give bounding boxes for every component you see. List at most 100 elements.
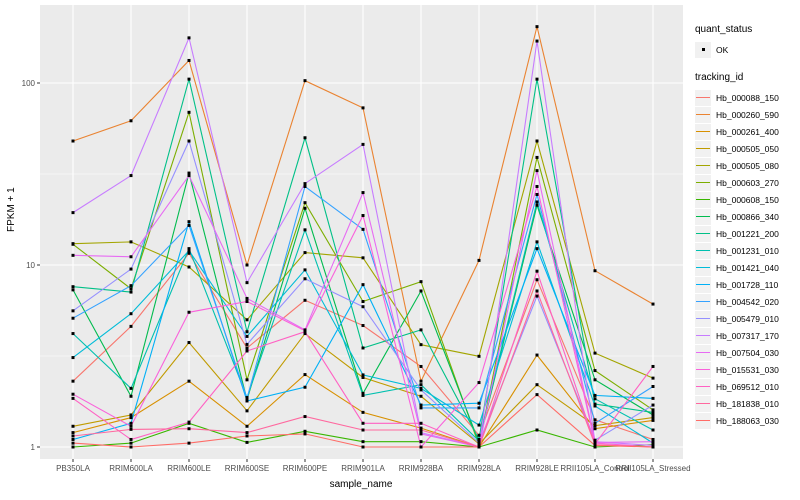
data-point — [245, 296, 249, 300]
data-point — [419, 428, 423, 432]
data-point — [535, 428, 539, 432]
data-point — [361, 324, 365, 328]
legend-item: Hb_069512_010 — [695, 378, 799, 395]
data-point — [593, 393, 597, 397]
legend-color-swatch — [696, 368, 710, 370]
legend-key-line — [695, 174, 711, 191]
data-point — [303, 277, 307, 281]
data-point — [361, 428, 365, 432]
legend-tracking-items: Hb_000088_150 Hb_000260_590 Hb_000261_400 H… — [695, 89, 799, 429]
legend-key-line — [695, 89, 711, 106]
data-point — [535, 192, 539, 196]
data-point — [71, 392, 75, 396]
legend-key-line — [695, 276, 711, 293]
y-tick-label: 100 — [21, 78, 35, 88]
data-point — [361, 445, 365, 449]
data-point — [303, 201, 307, 205]
legend-item: Hb_188063_030 — [695, 412, 799, 429]
data-point — [477, 258, 481, 262]
data-point — [361, 227, 365, 231]
data-point — [71, 396, 75, 400]
data-point — [419, 343, 423, 347]
data-point — [129, 441, 133, 445]
series-points-Hb_188063_030 — [71, 393, 655, 449]
data-point — [71, 434, 75, 438]
data-point — [303, 385, 307, 389]
data-point — [477, 406, 481, 410]
data-point — [129, 324, 133, 328]
data-point — [535, 25, 539, 29]
data-point — [361, 191, 365, 195]
data-point — [129, 386, 133, 390]
legend-color-swatch — [696, 385, 710, 387]
data-point — [593, 369, 597, 373]
data-point — [535, 39, 539, 43]
legend-key-line — [695, 412, 711, 429]
data-point — [477, 381, 481, 385]
data-point — [245, 431, 249, 435]
data-point — [187, 251, 191, 255]
legend-item: Hb_000505_080 — [695, 157, 799, 174]
legend-item: Hb_000866_340 — [695, 208, 799, 225]
data-point — [245, 281, 249, 285]
legend-item: Hb_001231_010 — [695, 242, 799, 259]
series-points-Hb_001728_110 — [71, 220, 655, 441]
x-tick-label: RRIM928BA — [398, 464, 444, 473]
data-point — [187, 249, 191, 253]
data-point — [129, 287, 133, 291]
x-tick-label: RRII105LA_Control — [560, 464, 630, 473]
data-point — [129, 416, 133, 420]
data-point — [303, 298, 307, 302]
data-point — [361, 440, 365, 444]
data-point — [187, 139, 191, 143]
legend-item-label: Hb_000505_050 — [716, 143, 779, 154]
data-point — [535, 203, 539, 207]
data-point — [303, 136, 307, 140]
legend-color-swatch — [696, 266, 710, 268]
data-point — [245, 342, 249, 346]
data-point — [419, 289, 423, 293]
data-point — [245, 349, 249, 353]
legend-color-swatch — [696, 283, 710, 285]
data-point — [129, 240, 133, 244]
legend-color-swatch — [696, 147, 710, 149]
legend-key-line — [695, 208, 711, 225]
legend-key-line — [695, 327, 711, 344]
data-point — [245, 334, 249, 338]
data-point — [245, 378, 249, 382]
data-point — [129, 174, 133, 178]
legend-key-line — [695, 293, 711, 310]
data-point — [71, 253, 75, 257]
legend-color-swatch — [696, 215, 710, 217]
data-point — [419, 379, 423, 383]
data-point — [651, 418, 655, 422]
data-point — [651, 428, 655, 432]
data-point — [71, 242, 75, 246]
legend-color-swatch — [696, 402, 710, 404]
data-point — [71, 379, 75, 383]
data-point — [71, 445, 75, 449]
data-point — [535, 139, 539, 143]
legend-item-label: Hb_007504_030 — [716, 347, 779, 358]
data-point — [303, 206, 307, 210]
data-point — [245, 346, 249, 350]
data-point — [129, 394, 133, 398]
legend-key-line — [695, 259, 711, 276]
legend-key-line — [695, 395, 711, 412]
y-tick-label: 1 — [30, 442, 35, 452]
data-point — [245, 300, 249, 304]
data-point — [187, 441, 191, 445]
data-point — [129, 267, 133, 271]
data-point — [477, 441, 481, 445]
data-point — [129, 119, 133, 123]
legend-item-label: Hb_000608_150 — [716, 194, 779, 205]
data-point — [187, 220, 191, 224]
data-point — [651, 364, 655, 368]
data-point — [303, 182, 307, 186]
legend-item-label: Hb_001728_110 — [716, 279, 779, 290]
data-point — [71, 356, 75, 360]
data-point — [593, 351, 597, 355]
legend-color-swatch — [696, 334, 710, 336]
legend-key-line — [695, 344, 711, 361]
